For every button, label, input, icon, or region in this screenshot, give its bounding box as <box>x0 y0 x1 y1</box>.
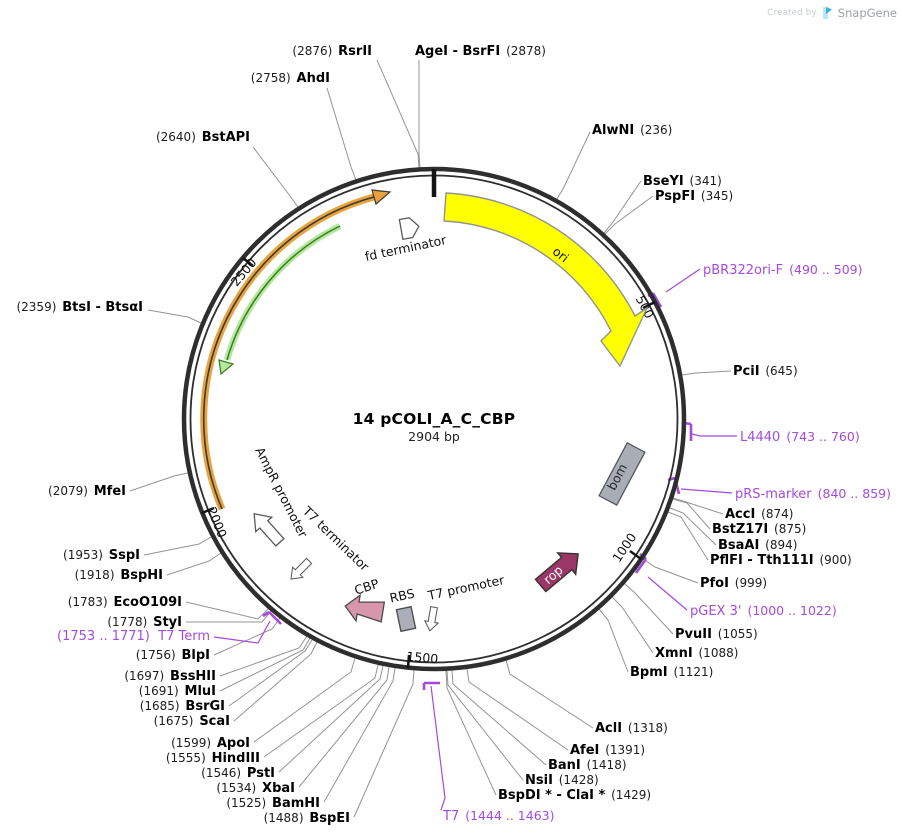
primer-label-t7[interactable]: T7 (1444 .. 1463) <box>443 808 555 824</box>
site-label-bamhi[interactable]: (1525) BamHI <box>226 796 320 811</box>
feature-ori[interactable] <box>443 192 649 368</box>
site-label-bsshii[interactable]: (1697) BssHII <box>124 669 216 684</box>
site-label-ahdi[interactable]: (2758) AhdI <box>250 71 330 86</box>
site-label-acci[interactable]: AccI (874) <box>725 507 794 522</box>
watermark-created-by: Created by <box>767 8 817 18</box>
feature-rop[interactable] <box>532 543 588 596</box>
site-label-pspfi[interactable]: PspFI (345) <box>655 189 734 204</box>
site-leader-lines <box>129 59 732 818</box>
site-label-apoi[interactable]: (1599) ApoI <box>171 736 250 751</box>
site-label-bsphi[interactable]: (1918) BspHI <box>74 568 163 583</box>
tick-label-1500: 1500 <box>406 649 439 667</box>
primer-label-prs-marker[interactable]: pRS-marker (840 .. 859) <box>735 486 891 502</box>
site-label-mfei[interactable]: (2079) MfeI <box>48 484 126 499</box>
feature-cbp[interactable] <box>343 593 386 625</box>
site-label-pfoi[interactable]: PfoI (999) <box>700 576 768 591</box>
watermark-brand: SnapGene <box>837 6 897 20</box>
feature-fd-terminator[interactable] <box>398 216 420 240</box>
site-label-agei[interactable]: AgeI - BsrFI (2878) <box>415 44 546 59</box>
plasmid-size: 2904 bp <box>408 429 460 444</box>
feature-rbs-label[interactable]: RBS <box>388 586 416 606</box>
feature-t7-promoter[interactable] <box>423 605 440 632</box>
site-label-pcii[interactable]: PciI (645) <box>733 364 798 379</box>
site-label-psti[interactable]: (1546) PstI <box>201 766 275 781</box>
site-label-bani[interactable]: BanI (1418) <box>548 758 627 773</box>
primer-mark-t7[interactable] <box>422 681 440 690</box>
site-label-pflfi[interactable]: PflFI - Tth111I (900) <box>710 553 852 568</box>
tick-label-1000: 1000 <box>609 530 639 565</box>
feature-rbs[interactable] <box>395 605 417 633</box>
primer-mark-t7-term[interactable] <box>262 610 282 625</box>
site-label-bspei[interactable]: (1488) BspEI <box>263 811 350 826</box>
feature-ampr-arc[interactable] <box>200 189 392 511</box>
feature-signal-arc[interactable] <box>218 223 342 376</box>
feature-cbp-label[interactable]: CBP <box>352 576 381 598</box>
site-label-xbai[interactable]: (1534) XbaI <box>216 781 295 796</box>
site-label-xmni[interactable]: XmnI (1088) <box>655 646 739 661</box>
site-label-nsii[interactable]: NsiI (1428) <box>525 773 599 788</box>
site-label-bstz17i[interactable]: BstZ17I (875) <box>712 522 807 537</box>
watermark: Created by SnapGene <box>767 6 897 20</box>
site-label-bsaai[interactable]: BsaAI (894) <box>718 538 798 553</box>
feature-t7-promoter-label[interactable]: T7 promoter <box>426 572 507 603</box>
site-label-bsrgi[interactable]: (1685) BsrGI <box>139 699 225 714</box>
site-label-rsrii[interactable]: (2876) RsrII <box>292 44 372 59</box>
scale-ticks <box>201 169 656 669</box>
site-label-afei[interactable]: AfeI (1391) <box>570 743 646 758</box>
site-label-acli[interactable]: AclI (1318) <box>595 721 668 736</box>
site-label-blpi[interactable]: (1756) BlpI <box>135 648 210 663</box>
snapgene-logo-icon <box>822 7 832 19</box>
primer-label-pgex3[interactable]: pGEX 3' (1000 .. 1022) <box>690 603 837 619</box>
feature-bom[interactable] <box>598 441 646 507</box>
site-label-mlui[interactable]: (1691) MluI <box>138 684 216 699</box>
site-label-styi[interactable]: (1778) StyI <box>107 615 182 630</box>
feature-t7-terminator[interactable] <box>286 556 314 584</box>
site-label-ecoo109i[interactable]: (1783) EcoO109I <box>67 595 182 610</box>
site-label-btsi[interactable]: (2359) BtsI - BtsαI <box>16 300 143 315</box>
primer-label-l4440[interactable]: L4440 (743 .. 760) <box>740 429 860 445</box>
site-label-bstapi[interactable]: (2640) BstAPI <box>155 130 250 145</box>
plasmid-title: 14 pCOLI_A_C_CBP <box>352 410 516 428</box>
primer-label-t7-term[interactable]: (1753 .. 1771) T7 Term <box>57 629 210 644</box>
site-label-alwni[interactable]: AlwNI (236) <box>592 123 673 138</box>
plasmid-title-block: 14 pCOLI_A_C_CBP 2904 bp <box>353 410 516 444</box>
site-label-scai[interactable]: (1675) ScaI <box>153 714 230 729</box>
site-label-hindiii[interactable]: (1555) HindIII <box>165 751 260 766</box>
site-label-pvuii[interactable]: PvuII (1055) <box>675 627 758 642</box>
site-label-bspdi[interactable]: BspDI * - ClaI * (1429) <box>498 788 652 803</box>
site-label-bseyi[interactable]: BseYI (341) <box>643 174 722 189</box>
primer-label-pbr322orif[interactable]: pBR322ori-F (490 .. 509) <box>703 262 863 278</box>
site-label-bpmi[interactable]: BpmI (1121) <box>630 665 714 680</box>
site-label-sspi[interactable]: (1953) SspI <box>63 548 140 563</box>
feature-ampr-promoter[interactable] <box>246 507 288 550</box>
